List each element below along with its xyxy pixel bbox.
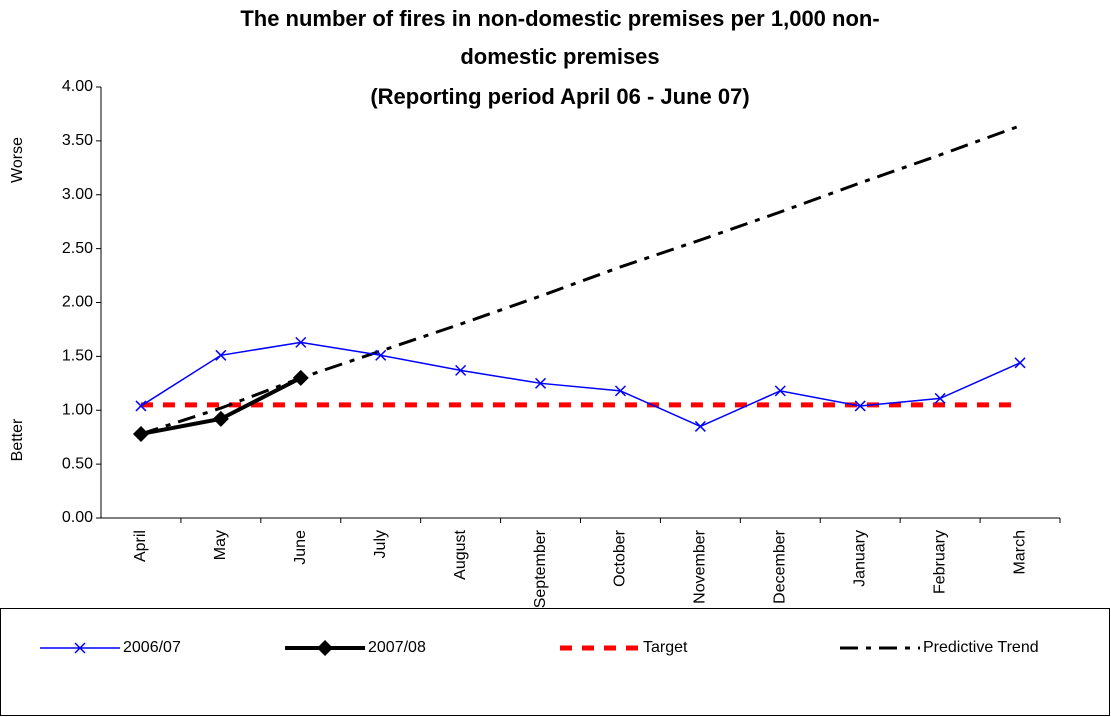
y-tick-label: 3.00: [62, 186, 93, 203]
point-marker: [135, 400, 147, 412]
y-tick-label: 2.50: [62, 240, 93, 257]
series-line: [140, 341, 1021, 428]
point-marker: [74, 642, 86, 654]
side-label: Worse: [9, 137, 26, 183]
y-tick-label: 3.50: [62, 132, 93, 149]
point-marker: [212, 410, 229, 427]
x-tick-label: May: [212, 530, 229, 560]
point-marker: [215, 349, 227, 361]
y-tick-label: 1.50: [62, 348, 93, 365]
y-tick-label: 2.00: [62, 294, 93, 311]
point-marker: [854, 400, 866, 412]
y-tick-label: 0.00: [62, 509, 93, 526]
x-tick-label: October: [612, 529, 629, 587]
point-marker: [535, 377, 547, 389]
chart-subtitle: (Reporting period April 06 - June 07): [370, 84, 749, 109]
point-marker: [317, 640, 333, 656]
legend-label: Target: [643, 639, 688, 656]
point-marker: [934, 392, 946, 404]
x-tick-label: January: [851, 530, 868, 587]
x-tick-label: February: [931, 530, 948, 594]
y-tick-label: 0.50: [62, 455, 93, 472]
y-tick-label: 1.00: [62, 401, 93, 418]
point-marker: [375, 349, 387, 361]
point-marker: [694, 420, 706, 432]
legend-box: [0, 608, 1110, 716]
x-tick-label: September: [532, 529, 549, 608]
legend-label: 2007/08: [368, 639, 426, 656]
x-tick-label: November: [692, 529, 709, 603]
x-tick-label: August: [452, 529, 469, 579]
y-tick-label: 4.00: [62, 78, 93, 95]
point-marker: [292, 369, 309, 386]
x-tick-label: July: [372, 530, 389, 558]
chart-title: The number of fires in non-domestic prem…: [240, 6, 879, 31]
x-tick-label: April: [132, 530, 149, 562]
legend-label: 2006/07: [123, 639, 181, 656]
chart-title: domestic premises: [460, 44, 659, 69]
x-tick-label: December: [772, 529, 789, 603]
legend-label: Predictive Trend: [923, 639, 1039, 656]
point-marker: [132, 425, 149, 442]
x-tick-label: June: [292, 530, 309, 565]
side-label: Better: [9, 418, 26, 461]
point-marker: [1014, 357, 1026, 369]
point-marker: [455, 364, 467, 376]
point-marker: [295, 336, 307, 348]
point-marker: [774, 385, 786, 397]
x-tick-label: March: [1011, 530, 1028, 574]
point-marker: [614, 385, 626, 397]
